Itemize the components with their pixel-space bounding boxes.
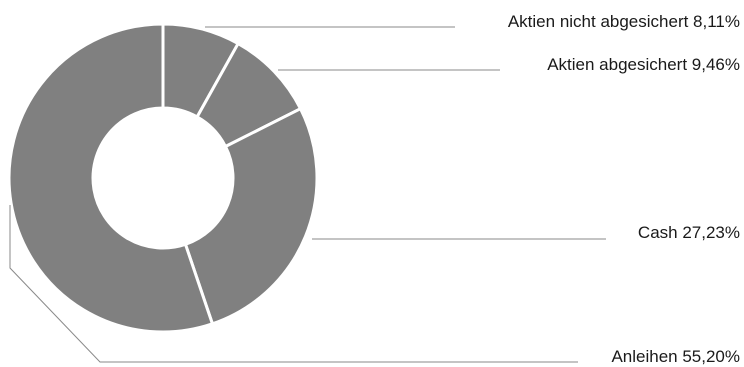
- slice-label-aktien-nicht-abgesichert: Aktien nicht abgesichert 8,11%: [508, 12, 740, 31]
- leader-lines: [9, 26, 606, 363]
- slice-label-cash: Cash 27,23%: [638, 223, 740, 242]
- slice-label-aktien-abgesichert: Aktien abgesichert 9,46%: [547, 55, 740, 74]
- leader-line-anleihen: [9, 205, 578, 363]
- slice-anleihen: [7, 22, 214, 334]
- donut-slices: [7, 22, 319, 334]
- slice-label-anleihen: Anleihen 55,20%: [611, 347, 740, 366]
- slice-labels: Aktien nicht abgesichert 8,11% Aktien ab…: [508, 12, 740, 366]
- slice-cash: [183, 107, 319, 326]
